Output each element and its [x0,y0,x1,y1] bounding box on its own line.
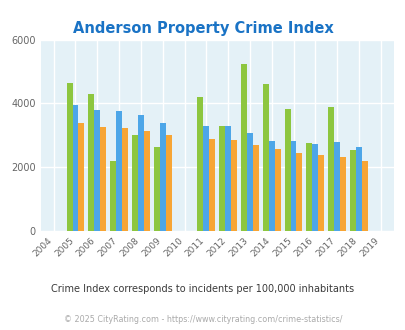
Bar [268,141,274,231]
Bar [132,135,138,231]
Bar [122,128,128,231]
Bar [225,126,230,231]
Bar [355,148,361,231]
Bar [110,161,116,231]
Bar [262,83,268,231]
Bar [333,142,339,231]
Bar [94,110,100,231]
Bar [88,94,94,231]
Bar [203,126,209,231]
Bar [284,109,290,231]
Bar [159,123,165,231]
Bar [116,112,122,231]
Text: Crime Index corresponds to incidents per 100,000 inhabitants: Crime Index corresponds to incidents per… [51,284,354,294]
Bar [230,140,237,231]
Bar [339,157,345,231]
Bar [246,133,252,231]
Bar [349,150,355,231]
Bar [138,115,143,231]
Bar [197,97,203,231]
Bar [361,161,367,231]
Bar [72,105,78,231]
Bar [241,63,246,231]
Bar [165,135,171,231]
Bar [328,107,333,231]
Text: Anderson Property Crime Index: Anderson Property Crime Index [72,21,333,36]
Bar [143,131,149,231]
Bar [252,145,258,231]
Bar [153,148,159,231]
Bar [311,144,318,231]
Text: © 2025 CityRating.com - https://www.cityrating.com/crime-statistics/: © 2025 CityRating.com - https://www.city… [64,315,341,324]
Bar [209,140,215,231]
Bar [66,83,72,231]
Bar [296,153,302,231]
Bar [318,155,323,231]
Bar [219,126,225,231]
Bar [100,127,106,231]
Bar [290,141,296,231]
Bar [274,149,280,231]
Bar [306,143,311,231]
Bar [78,123,84,231]
